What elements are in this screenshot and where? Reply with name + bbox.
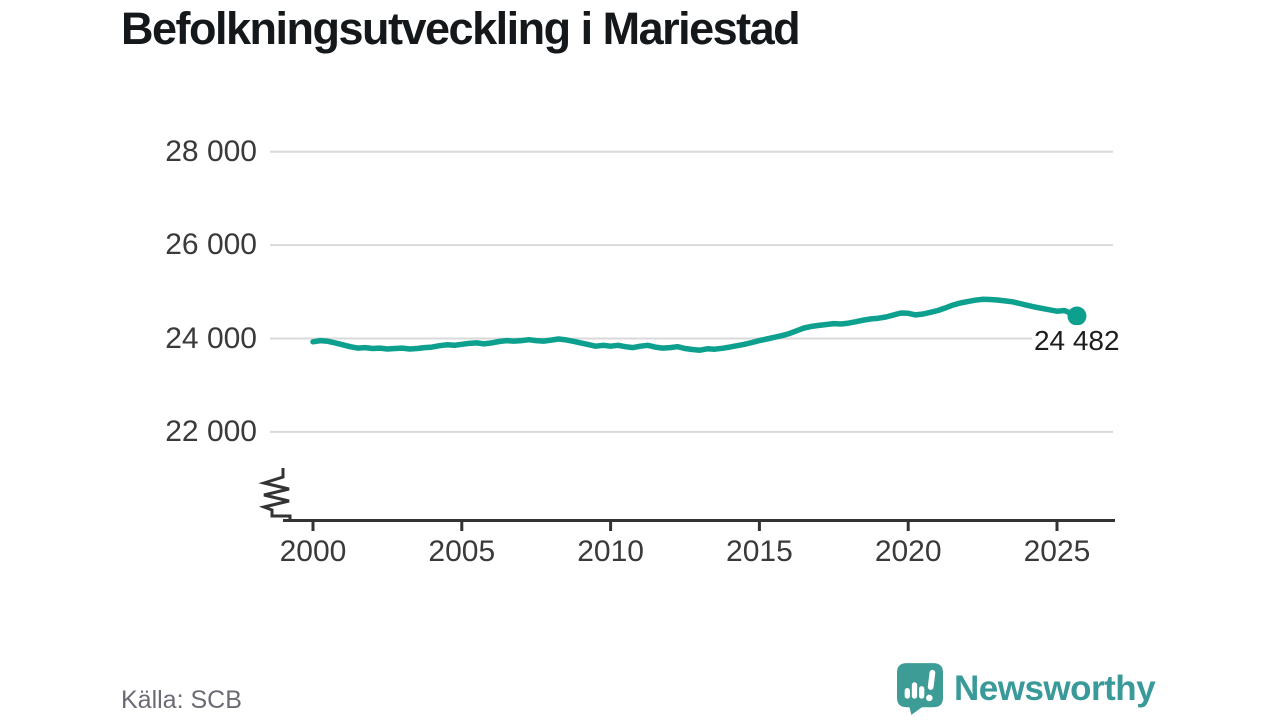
newsworthy-logo: Newsworthy: [897, 663, 1156, 715]
y-axis-tick-label: 22 000: [165, 414, 257, 448]
chart-title: Befolkningsutveckling i Mariestad: [121, 3, 801, 54]
x-axis-tick-label: 2025: [1023, 535, 1091, 568]
end-value-label: 24 482: [1031, 324, 1122, 357]
x-axis-tick-label: 2015: [726, 535, 793, 568]
logo-bar-1: [904, 688, 910, 699]
population-series-line: [310, 296, 1080, 353]
x-axis-tick-label: 2020: [874, 535, 942, 568]
logo-bar-2: [911, 682, 918, 699]
y-axis-tick-label: 24 000: [165, 321, 257, 355]
logo-bar-3: [919, 686, 925, 699]
y-axis-tick-label: 28 000: [165, 134, 257, 168]
gridlines: [270, 150, 1113, 433]
newsworthy-logo-icon: [897, 663, 943, 715]
source-label: Källa: SCB: [121, 686, 242, 714]
newsworthy-logo-text: Newsworthy: [954, 669, 1156, 708]
y-axis-break-icon: [258, 468, 292, 519]
x-axis-tick-label: 2010: [577, 535, 644, 568]
x-axis-tick-marks: [311, 520, 1059, 531]
logo-exclamation: [926, 669, 936, 702]
x-axis-tick-label: 2000: [279, 535, 347, 568]
x-axis-tick-label: 2005: [428, 535, 496, 568]
series-end-dot: [1067, 306, 1087, 326]
y-axis-tick-label: 26 000: [165, 228, 257, 262]
